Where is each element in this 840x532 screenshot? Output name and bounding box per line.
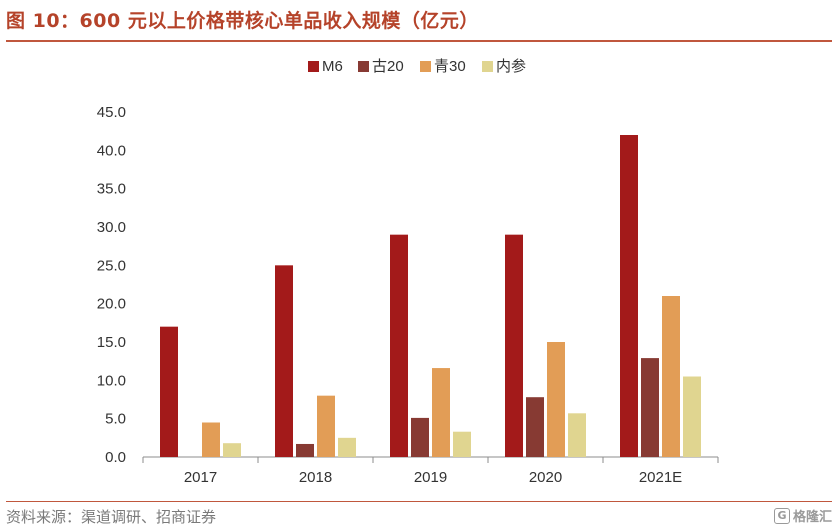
legend-label-M6: M6 xyxy=(322,58,343,75)
bar-M6-2021E xyxy=(620,135,638,457)
header-divider xyxy=(6,40,832,42)
bar-古20-2020 xyxy=(526,397,544,457)
footer-divider xyxy=(6,501,832,502)
bar-古20-2021E xyxy=(641,358,659,457)
y-tick-label: 20.0 xyxy=(97,296,126,313)
chart-area: 0.0 5.0 10.0 15.0 20.0 25.0 30.0 35.0 40.0 45.0 20… xyxy=(0,44,840,496)
bar-M6-2017 xyxy=(160,326,178,457)
bar-青30-2017 xyxy=(202,422,220,457)
legend-swatch-M6 xyxy=(308,61,319,72)
bar-内参-2018 xyxy=(338,437,356,457)
x-tick-label: 2019 xyxy=(414,469,447,486)
bar-内参-2019 xyxy=(453,431,471,457)
legend-swatch-青30 xyxy=(420,61,431,72)
bar-M6-2020 xyxy=(505,234,523,457)
x-tick-label: 2020 xyxy=(529,469,562,486)
y-tick-label: 10.0 xyxy=(97,372,126,389)
bar-青30-2020 xyxy=(547,342,565,457)
x-tick-label: 2021E xyxy=(639,469,682,486)
y-tick-label: 0.0 xyxy=(105,449,126,466)
y-tick-label: 45.0 xyxy=(97,104,126,121)
bar-青30-2021E xyxy=(662,296,680,457)
y-tick-label: 30.0 xyxy=(97,219,126,236)
bar-内参-2020 xyxy=(568,413,586,457)
y-tick-label: 40.0 xyxy=(97,142,126,159)
y-tick-label: 5.0 xyxy=(105,411,126,428)
y-tick-label: 25.0 xyxy=(97,257,126,274)
bar-内参-2021E xyxy=(683,376,701,457)
bar-chart: 0.0 5.0 10.0 15.0 20.0 25.0 30.0 35.0 40.0 45.0 20… xyxy=(97,58,719,486)
bar-M6-2019 xyxy=(390,234,408,457)
bar-青30-2018 xyxy=(317,395,335,457)
watermark-text: 格隆汇 xyxy=(792,510,832,525)
x-tick-label: 2018 xyxy=(299,469,332,486)
legend-swatch-内参 xyxy=(482,61,493,72)
bar-古20-2018 xyxy=(296,443,314,457)
bar-古20-2019 xyxy=(411,417,429,457)
figure-header: 图 10：600 元以上价格带核心单品收入规模（亿元） xyxy=(6,6,834,36)
y-tick-label: 15.0 xyxy=(97,334,126,351)
legend-label-古20: 古20 xyxy=(372,58,404,75)
legend-label-青30: 青30 xyxy=(434,58,466,75)
legend-swatch-古20 xyxy=(358,61,369,72)
y-tick-label: 35.0 xyxy=(97,181,126,198)
bar-M6-2018 xyxy=(275,265,293,457)
g-logo-icon: G xyxy=(773,507,790,524)
chart-title: 图 10：600 元以上价格带核心单品收入规模（亿元） xyxy=(6,10,479,32)
x-tick-label: 2017 xyxy=(184,469,217,486)
source-note: 资料来源：渠道调研、招商证券 xyxy=(6,508,217,526)
watermark: G 格隆汇 xyxy=(773,506,832,525)
bar-内参-2017 xyxy=(223,443,241,457)
bar-青30-2019 xyxy=(432,368,450,457)
legend-label-内参: 内参 xyxy=(496,58,526,75)
